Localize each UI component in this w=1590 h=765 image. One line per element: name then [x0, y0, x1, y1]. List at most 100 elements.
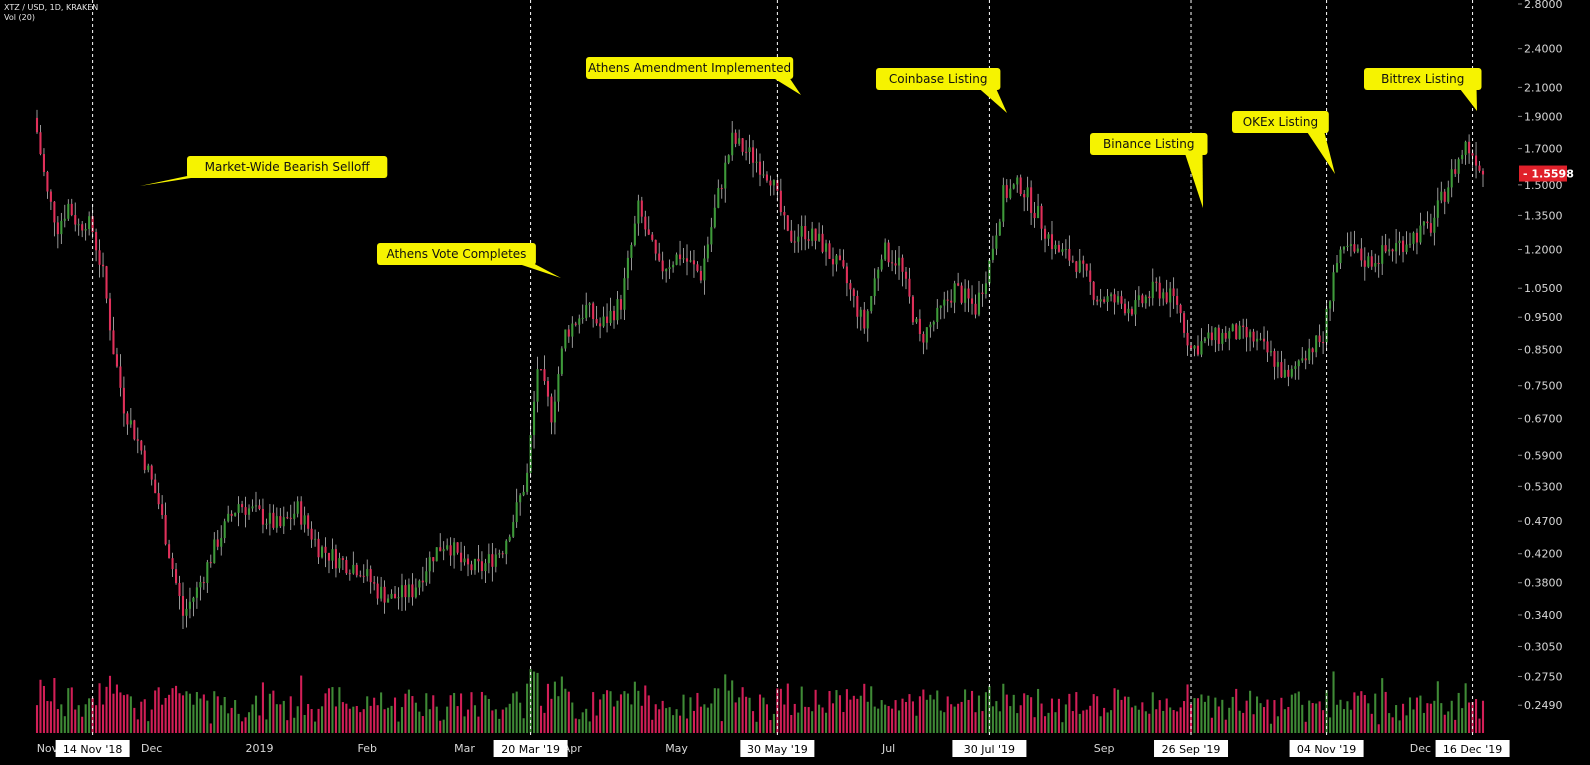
volume-bar	[901, 698, 904, 733]
volume-bar	[105, 686, 108, 733]
volume-bar	[237, 713, 240, 733]
volume-bar	[1304, 721, 1307, 733]
volume-bar	[1301, 704, 1304, 733]
volume-bar	[758, 694, 762, 733]
candle	[717, 179, 720, 209]
candle	[314, 529, 317, 547]
candle	[133, 419, 136, 441]
candle	[1099, 288, 1102, 308]
candle	[508, 534, 511, 543]
volume-bar	[456, 706, 459, 733]
candle	[1335, 254, 1339, 273]
svg-text:20 Mar '19: 20 Mar '19	[501, 743, 560, 756]
volume-bar	[658, 709, 661, 733]
candle	[355, 562, 358, 578]
volume-bar	[150, 709, 153, 733]
candle	[807, 230, 810, 249]
volume-bar	[713, 688, 716, 733]
candle	[1169, 281, 1172, 318]
volume-bar	[230, 707, 233, 733]
volume-bar	[279, 704, 282, 733]
candle	[143, 445, 146, 474]
candle	[651, 232, 654, 242]
volume-bar	[1092, 694, 1095, 733]
price-tick-label: 2.4000	[1524, 43, 1563, 56]
volume-bar	[1207, 695, 1210, 733]
candle	[699, 265, 702, 284]
volume-bar	[585, 708, 588, 733]
candle	[672, 261, 675, 273]
volume-bar	[543, 712, 546, 733]
volume-bar	[685, 718, 689, 733]
candle	[1047, 232, 1050, 246]
svg-text:OKEx Listing: OKEx Listing	[1243, 115, 1318, 129]
volume-bar	[727, 690, 730, 733]
volume-bar	[373, 697, 376, 733]
volume-bar	[98, 683, 101, 733]
candle	[1037, 193, 1040, 219]
candle	[88, 211, 91, 236]
candle	[769, 175, 772, 196]
volume-bar	[619, 694, 623, 733]
volume-bar	[797, 712, 800, 733]
volume-bar	[1422, 712, 1425, 733]
candle	[609, 297, 612, 326]
volume-bar	[991, 706, 994, 733]
volume-bar	[1256, 696, 1259, 733]
volume-bar	[1426, 703, 1429, 733]
volume-bar	[300, 675, 303, 733]
volume-bar	[1134, 705, 1137, 733]
volume-bar	[1468, 702, 1471, 733]
volume-bar	[1287, 706, 1290, 733]
candle	[105, 265, 108, 304]
price-tick-label: 0.6700	[1524, 412, 1563, 425]
volume-bar	[738, 697, 741, 733]
candle	[1311, 347, 1314, 365]
price-axis[interactable]: 2.8000 2.4000 2.1000 1.9000 1.7000 1.5000 1.35…	[1518, 0, 1590, 765]
volume-bar	[1078, 713, 1081, 733]
volume-bar	[602, 694, 605, 733]
candle	[571, 316, 574, 348]
candle	[866, 309, 869, 342]
volume-bar	[946, 696, 949, 733]
volume-bar	[1360, 691, 1363, 733]
volume-bar	[1273, 700, 1276, 733]
candle	[456, 542, 459, 555]
candle	[352, 551, 355, 575]
volume-bar	[133, 707, 136, 733]
price-tick-label: 2.8000	[1524, 0, 1563, 11]
candle	[779, 178, 782, 216]
volume-bar	[835, 690, 838, 733]
candle	[522, 484, 525, 497]
volume-bar	[790, 714, 793, 733]
volume-bar	[404, 693, 407, 733]
volume-bar	[1440, 703, 1443, 733]
candle	[752, 140, 755, 178]
volume-bar	[470, 692, 473, 733]
candle	[1329, 300, 1332, 322]
candle	[1176, 288, 1179, 314]
candle	[1089, 263, 1092, 295]
volume-bar	[473, 705, 477, 733]
candle	[491, 542, 494, 582]
volume-bar	[88, 698, 91, 733]
svg-text:Athens Amendment Implemented: Athens Amendment Implemented	[588, 61, 791, 75]
candle	[877, 266, 880, 291]
candle	[581, 304, 584, 324]
candle	[404, 579, 407, 611]
volume-bar	[526, 683, 529, 733]
volume-bar	[922, 689, 925, 733]
candle	[825, 239, 828, 266]
event-lines	[92, 0, 1474, 736]
event-date-label: 30 May '19	[740, 740, 815, 757]
time-axis[interactable]: Nov Dec 2019 Feb Mar Apr May Jul Sep Dec 14 Nov '1…	[0, 736, 1518, 765]
volume-bar	[745, 696, 748, 733]
candle	[230, 510, 233, 522]
candle	[46, 170, 49, 199]
candle	[967, 280, 970, 313]
event-date-label: 16 Dec '19	[1435, 740, 1510, 757]
candle	[136, 427, 139, 454]
volume-bar	[852, 695, 855, 733]
volume-bar	[154, 690, 157, 733]
